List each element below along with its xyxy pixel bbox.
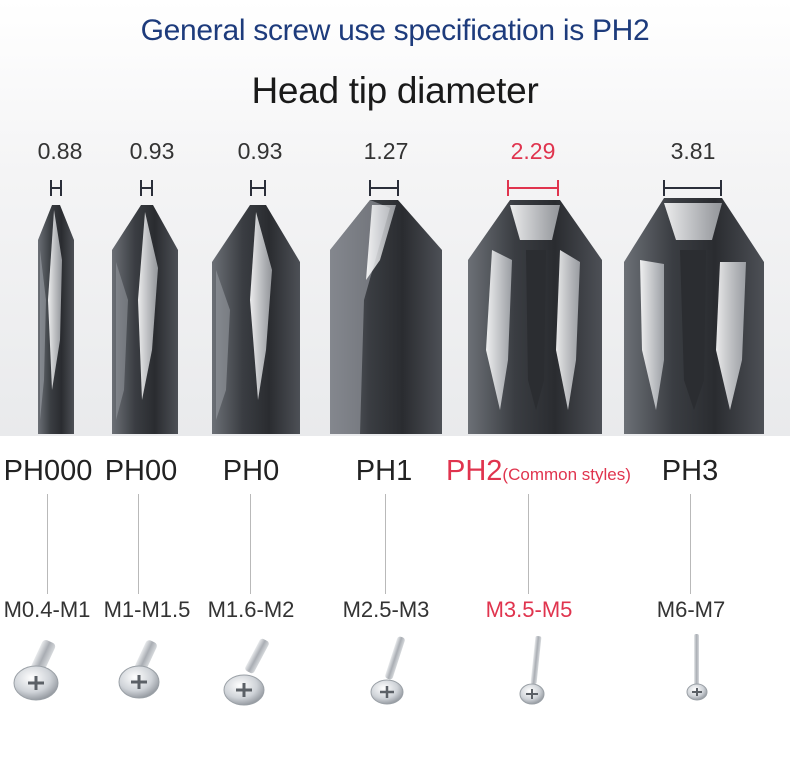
connector-line: [138, 494, 139, 594]
phillips-bit-tip-icon: [624, 198, 764, 434]
model-label-ph1: PH1: [309, 455, 459, 488]
phillips-bit-tip-icon: [212, 205, 300, 434]
screw-size-ph2: M3.5-M5: [464, 597, 594, 623]
phillips-bit-tip-icon: [112, 205, 178, 434]
phillips-bit-tip-icon: [330, 200, 442, 434]
pan-head-screw-icon: [119, 639, 159, 698]
model-label-ph3: PH3: [615, 455, 765, 488]
connector-line: [528, 494, 529, 594]
model-note: (Common styles): [502, 465, 630, 484]
pan-head-screw-icon: [687, 634, 707, 700]
connector-line: [250, 494, 251, 594]
phillips-bit-tip-icon: [468, 200, 602, 434]
pan-head-screw-icon: [224, 638, 270, 705]
screw-size-ph3: M6-M7: [626, 597, 756, 623]
connector-line: [47, 494, 48, 594]
phillips-bit-tip-icon: [38, 205, 74, 434]
model-label-ph0: PH0: [176, 455, 326, 488]
screw-size-ph0: M1.6-M2: [186, 597, 316, 623]
pan-head-screw-icon: [14, 639, 58, 700]
connector-line: [690, 494, 691, 594]
pan-head-screw-icon: [371, 636, 406, 704]
screw-illustrations: [0, 630, 790, 758]
screw-size-ph1: M2.5-M3: [321, 597, 451, 623]
pan-head-screw-icon: [520, 636, 544, 704]
connector-line: [385, 494, 386, 594]
phillips-bit-tips: [0, 0, 790, 436]
